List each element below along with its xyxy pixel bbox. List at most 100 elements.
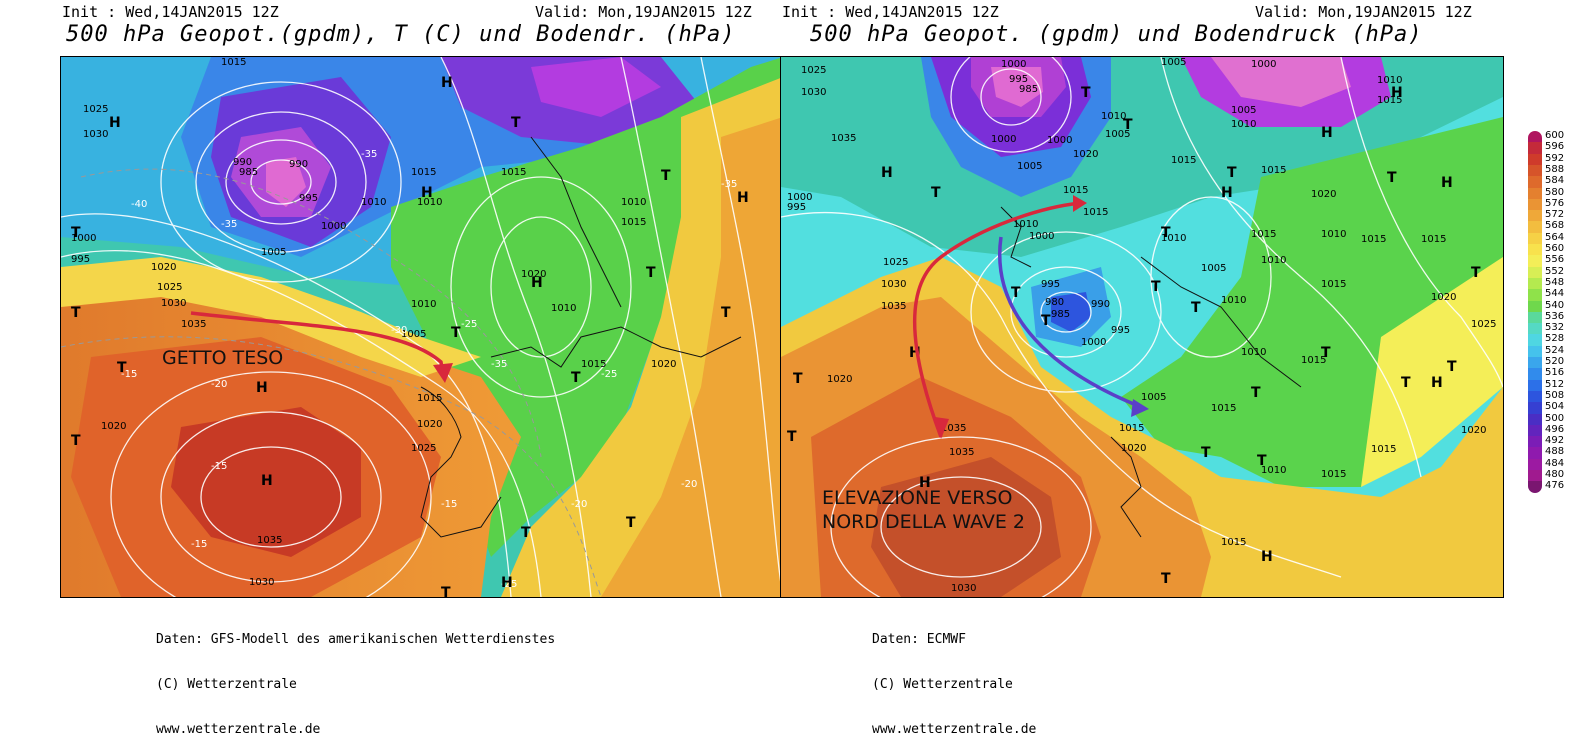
legend-swatch: [1528, 345, 1542, 358]
legend-swatch: [1528, 153, 1542, 166]
svg-text:1025: 1025: [883, 257, 908, 268]
left-footer-copyright: (C) Wetterzentrale: [156, 677, 297, 692]
legend-swatch: [1528, 244, 1542, 256]
legend-swatch: [1528, 176, 1542, 188]
svg-text:1010: 1010: [1261, 255, 1286, 266]
svg-text:-20: -20: [211, 379, 227, 390]
svg-text:T: T: [1257, 453, 1267, 469]
legend-label: 584: [1545, 175, 1565, 187]
legend-label: 572: [1545, 209, 1565, 221]
svg-text:T: T: [1161, 571, 1171, 587]
legend-label: 596: [1545, 141, 1565, 153]
svg-text:1015: 1015: [1301, 355, 1326, 366]
svg-text:T: T: [1161, 225, 1171, 241]
svg-text:1015: 1015: [581, 359, 606, 370]
svg-text:1000: 1000: [1047, 135, 1072, 146]
svg-text:990: 990: [233, 157, 252, 168]
svg-text:1005: 1005: [1105, 129, 1130, 140]
svg-text:T: T: [1191, 300, 1201, 316]
svg-text:-40: -40: [131, 199, 147, 210]
legend-swatch: [1528, 210, 1542, 222]
svg-text:995: 995: [1111, 325, 1130, 336]
right-footer-website: www.wetterzentrale.de: [872, 722, 1037, 737]
legend-label: 508: [1545, 389, 1565, 401]
left-footer-source: Daten: GFS-Modell des amerikanischen Wet…: [156, 632, 556, 647]
svg-text:1015: 1015: [1321, 469, 1346, 480]
legend-label: 564: [1545, 231, 1565, 243]
svg-text:H: H: [737, 190, 749, 206]
legend-swatch: [1528, 289, 1542, 301]
legend-label: 520: [1545, 356, 1565, 367]
legend-label: 540: [1545, 299, 1565, 311]
right-footer-source: Daten: ECMWF: [872, 632, 966, 647]
svg-text:995: 995: [71, 254, 90, 265]
svg-text:1025: 1025: [801, 65, 826, 76]
svg-text:1015: 1015: [1321, 279, 1346, 290]
legend-swatch: [1528, 413, 1542, 426]
svg-text:1010: 1010: [1261, 465, 1286, 476]
legend-swatch: [1528, 198, 1542, 211]
svg-text:1015: 1015: [1251, 229, 1276, 240]
svg-text:H: H: [1321, 125, 1333, 141]
left-map-title: 500 hPa Geopot.(gpdm), T (C) und Bodendr…: [66, 22, 736, 47]
svg-text:1010: 1010: [361, 197, 386, 208]
svg-text:-25: -25: [601, 369, 617, 380]
svg-text:1035: 1035: [181, 319, 206, 330]
svg-text:995: 995: [1041, 279, 1060, 290]
svg-text:1010: 1010: [1321, 229, 1346, 240]
svg-text:1035: 1035: [831, 133, 856, 144]
svg-text:1000: 1000: [787, 192, 812, 203]
svg-text:1015: 1015: [1083, 207, 1108, 218]
legend-label: 560: [1545, 243, 1565, 254]
svg-text:1020: 1020: [521, 269, 546, 280]
svg-text:1015: 1015: [1421, 234, 1446, 245]
svg-text:H: H: [441, 75, 453, 91]
legend-label: 592: [1545, 152, 1565, 164]
svg-text:1020: 1020: [827, 374, 852, 385]
svg-text:1010: 1010: [551, 303, 576, 314]
legend-swatch: [1528, 470, 1542, 482]
svg-text:995: 995: [787, 202, 806, 213]
svg-text:1020: 1020: [1461, 425, 1486, 436]
svg-text:1020: 1020: [101, 421, 126, 432]
right-valid-time: Valid: Mon,19JAN2015 12Z: [1255, 3, 1472, 21]
svg-text:1015: 1015: [1361, 234, 1386, 245]
legend-label: 552: [1545, 265, 1565, 277]
svg-text:T: T: [1123, 117, 1133, 133]
svg-text:1030: 1030: [881, 279, 906, 290]
svg-text:1025: 1025: [157, 282, 182, 293]
legend-swatch: [1528, 131, 1542, 143]
legend-swatch: [1528, 277, 1542, 290]
svg-text:1030: 1030: [801, 87, 826, 98]
svg-text:-35: -35: [221, 219, 237, 230]
svg-text:1020: 1020: [151, 262, 176, 273]
svg-text:-35: -35: [721, 179, 737, 190]
legend-label: 524: [1545, 344, 1565, 356]
right-map-title: 500 hPa Geopot. (gpdm) und Bodendruck (h…: [810, 22, 1423, 47]
svg-text:1035: 1035: [949, 447, 974, 458]
legend-label: 544: [1545, 288, 1565, 300]
svg-text:1015: 1015: [1261, 165, 1286, 176]
legend-label: 516: [1545, 367, 1565, 379]
svg-text:995: 995: [299, 193, 318, 204]
svg-text:T: T: [511, 115, 521, 131]
legend-label: 488: [1545, 446, 1565, 458]
legend-swatch: [1528, 221, 1542, 234]
svg-text:1000: 1000: [1081, 337, 1106, 348]
svg-text:1020: 1020: [417, 419, 442, 430]
svg-text:1010: 1010: [1013, 219, 1038, 230]
svg-text:1010: 1010: [1161, 233, 1186, 244]
svg-text:H: H: [501, 575, 513, 591]
legend-label: 476: [1545, 480, 1565, 492]
svg-text:985: 985: [239, 167, 258, 178]
svg-text:H: H: [909, 345, 921, 361]
svg-text:-30: -30: [391, 325, 407, 336]
svg-text:-35: -35: [491, 359, 507, 370]
svg-text:1005: 1005: [1201, 263, 1226, 274]
svg-text:1025: 1025: [1471, 319, 1496, 330]
svg-text:T: T: [721, 305, 731, 321]
svg-text:1000: 1000: [991, 134, 1016, 145]
svg-text:1015: 1015: [1221, 537, 1246, 548]
svg-text:T: T: [1041, 313, 1051, 329]
svg-text:T: T: [1151, 279, 1161, 295]
